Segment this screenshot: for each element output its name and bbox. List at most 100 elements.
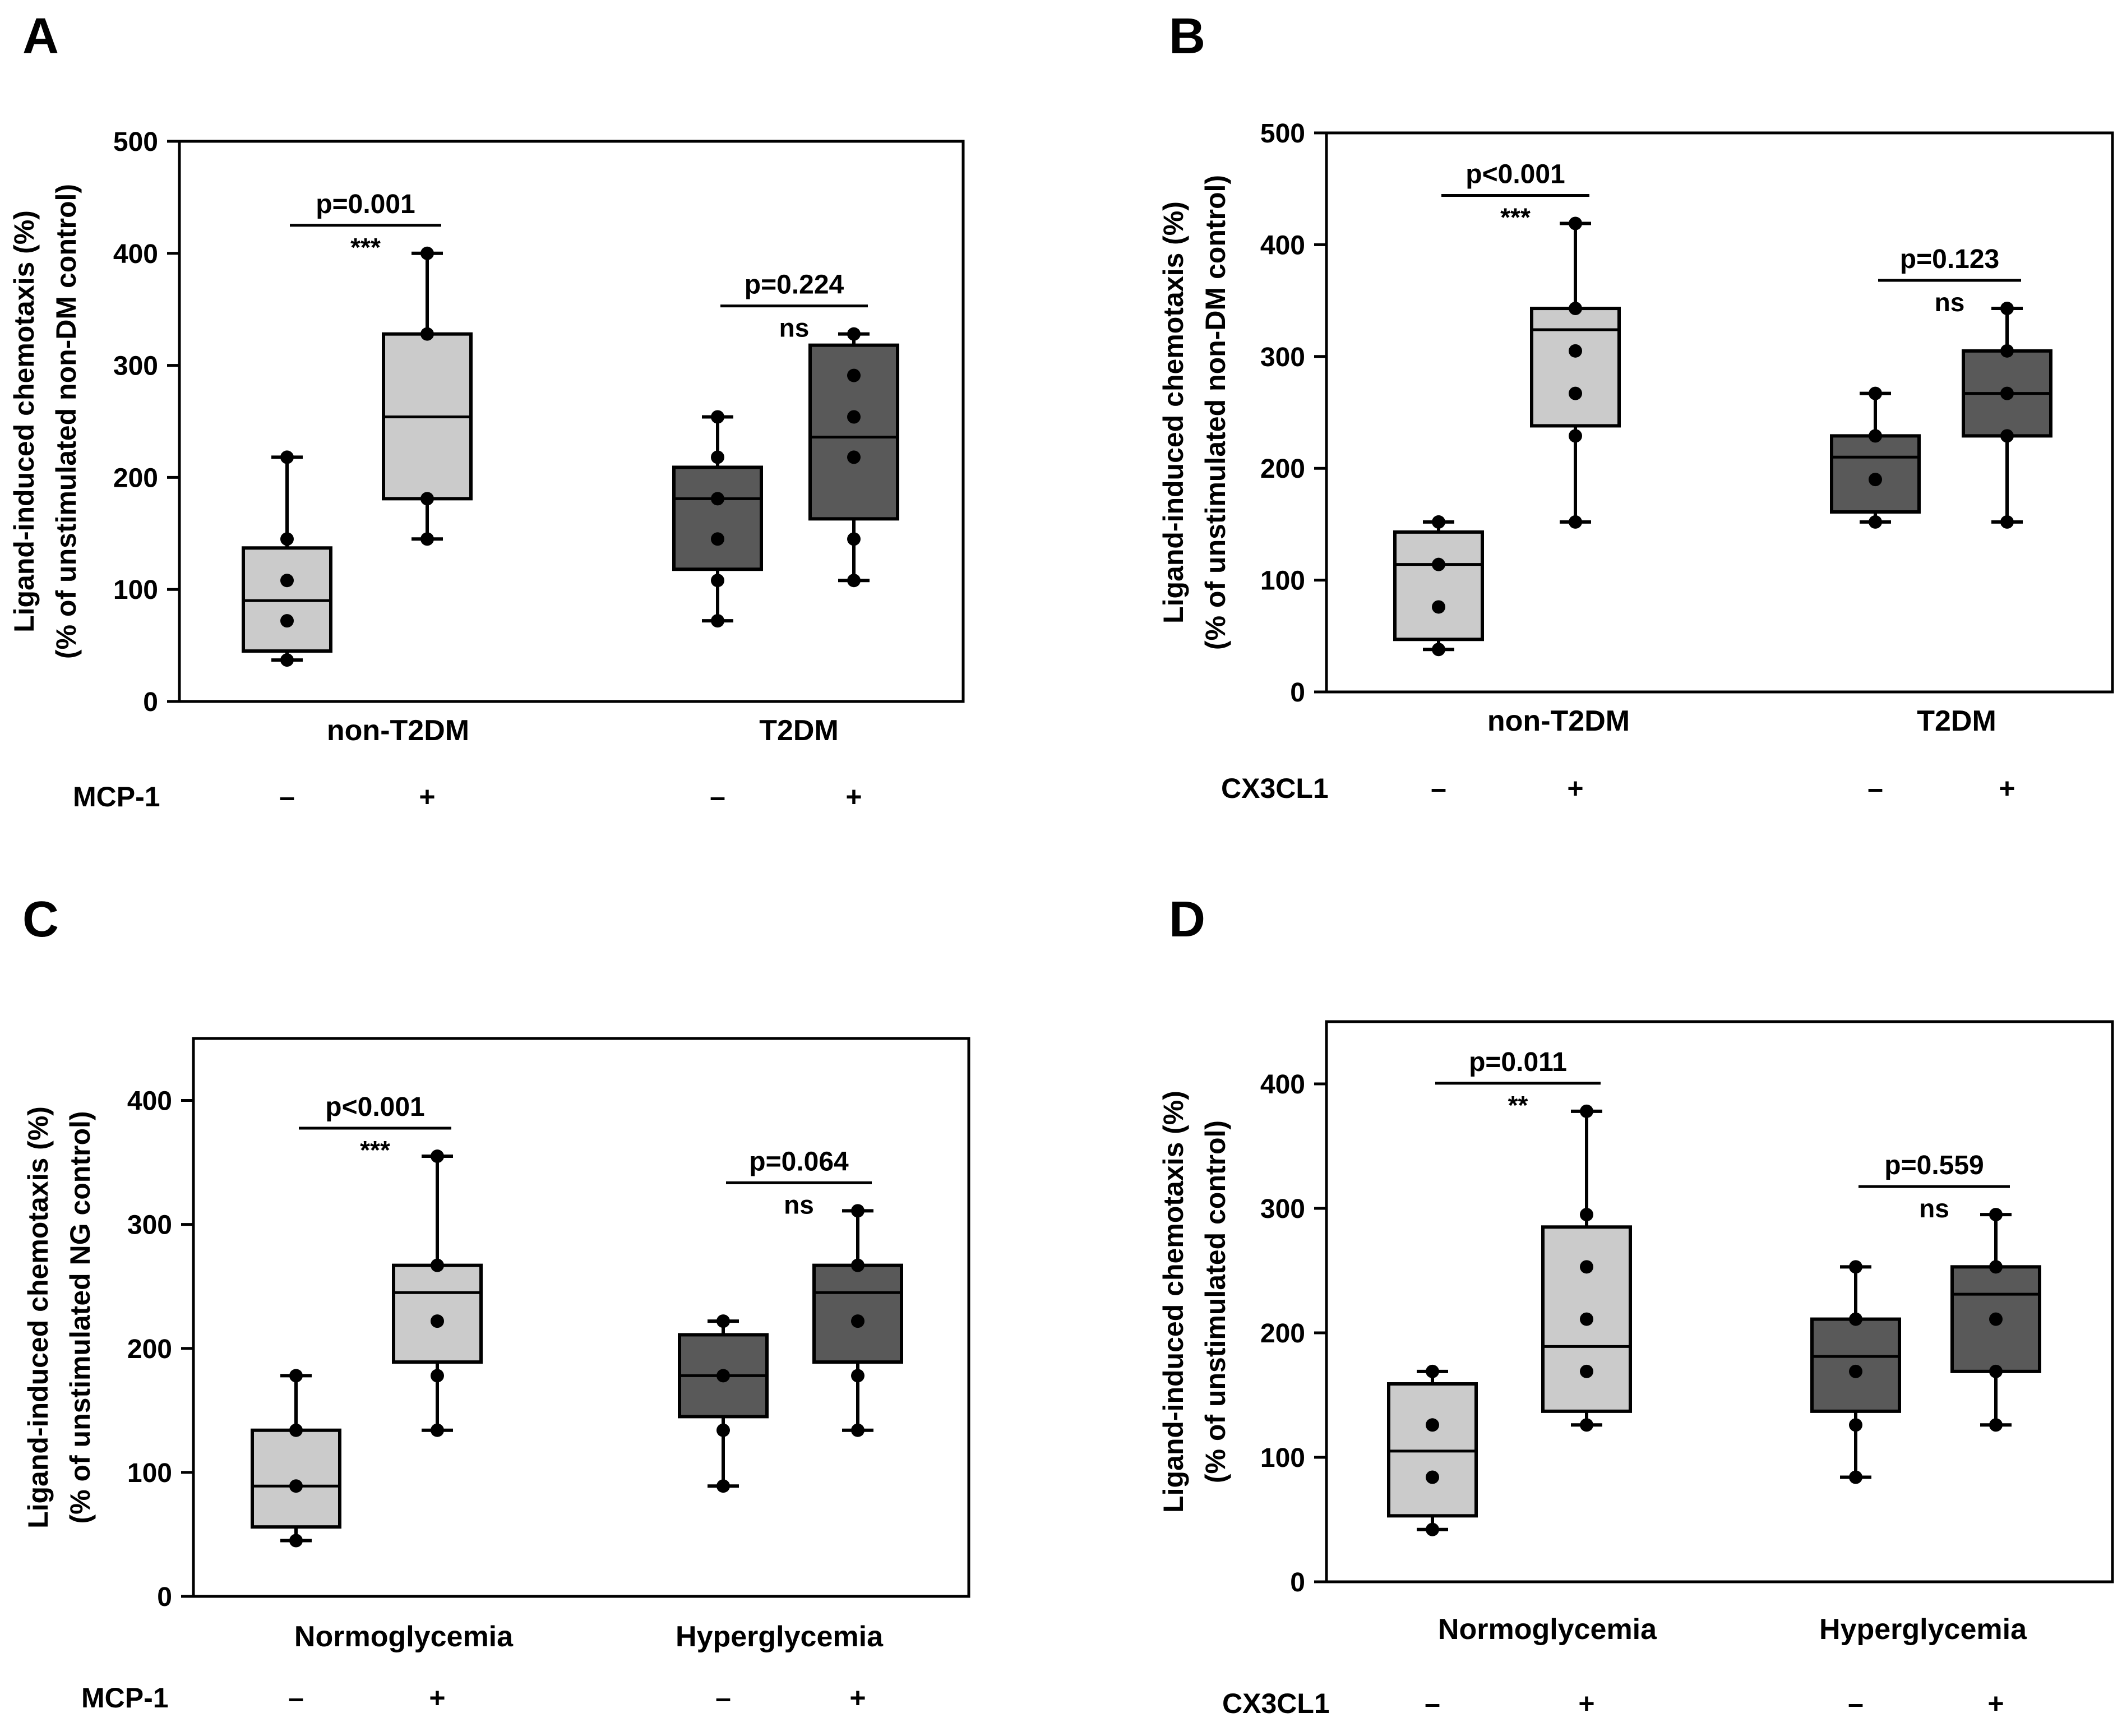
data-point [1580, 1260, 1593, 1274]
y-axis-title-line2: (% of unstimulated non-DM control) [50, 184, 82, 659]
box-hyperglycemia-plus [1950, 1208, 2041, 1432]
y-tick-label: 0 [143, 687, 158, 717]
significance-stars: *** [350, 233, 381, 262]
data-point [1989, 1208, 2003, 1222]
y-tick-label: 200 [1260, 454, 1305, 484]
p-value-label: p=0.001 [316, 190, 415, 219]
data-point [1580, 1104, 1593, 1118]
treatment-plus-sign: + [419, 781, 435, 812]
data-point [851, 1423, 864, 1437]
p-value-label: p<0.001 [1465, 160, 1565, 190]
data-point [420, 246, 434, 260]
data-point [847, 368, 861, 382]
box-hyperglycemia-plus [812, 1204, 903, 1437]
data-point [851, 1204, 864, 1218]
data-point [1580, 1312, 1593, 1326]
group-label: non-T2DM [327, 714, 469, 747]
box-t2dm-plus [808, 327, 899, 588]
y-tick-label: 300 [1260, 343, 1305, 372]
data-point [711, 532, 724, 546]
box-normoglycemia-plus [1541, 1104, 1632, 1432]
treatment-minus-sign: – [710, 781, 725, 812]
data-point [1432, 515, 1445, 529]
treatment-plus-sign: + [1999, 773, 2015, 804]
data-point [851, 1258, 864, 1272]
data-point [711, 492, 724, 506]
y-tick-label: 200 [1260, 1319, 1305, 1349]
treatment-label: CX3CL1 [1222, 1688, 1330, 1719]
comparison-normoglycemia: p<0.001 *** [299, 1092, 451, 1165]
data-point [1849, 1312, 1862, 1326]
data-point [280, 532, 294, 546]
p-value-label: p=0.064 [749, 1147, 849, 1176]
comparison-hyperglycemia: p=0.064 ns [726, 1147, 872, 1219]
data-point [716, 1314, 730, 1328]
box-t2dm-plus [1962, 302, 2052, 529]
y-tick-label: 0 [1290, 1568, 1305, 1598]
box-hyperglycemia-minus [678, 1314, 769, 1493]
y-tick-label: 500 [1260, 119, 1305, 149]
group-label: T2DM [1917, 705, 1996, 737]
data-point [289, 1423, 303, 1437]
panel-c: C 0 100 200 300 400 Ligand-induced chemotaxis … [22, 892, 970, 1714]
significance-stars: ns [1919, 1194, 1949, 1223]
data-point [1849, 1260, 1862, 1274]
data-point [711, 574, 724, 588]
data-point [1869, 515, 1882, 529]
data-point [1869, 429, 1882, 443]
data-point [716, 1479, 730, 1493]
data-point [2000, 515, 2014, 529]
significance-stars: *** [1500, 203, 1531, 232]
data-point [1580, 1364, 1593, 1378]
treatment-label: MCP-1 [81, 1682, 169, 1714]
p-value-label: p=0.011 [1469, 1047, 1567, 1077]
data-point [2000, 429, 2014, 443]
y-tick-label: 100 [113, 575, 158, 605]
treatment-plus-sign: + [849, 1682, 866, 1714]
treatment-minus-sign: – [288, 1682, 304, 1714]
data-point [1569, 344, 1582, 358]
data-point [280, 450, 294, 464]
data-point [847, 574, 861, 588]
plot-frame [1325, 1020, 2114, 1583]
data-point [1432, 557, 1445, 571]
box-non-t2dm-plus [1530, 216, 1621, 529]
comparison-non-t2dm: p<0.001 *** [1441, 160, 1589, 232]
box-t2dm-minus [672, 410, 763, 628]
significance-stars: ns [784, 1190, 814, 1219]
panel-letter: B [1169, 8, 1205, 64]
p-value-label: p=0.559 [1884, 1151, 1984, 1180]
data-point [420, 327, 434, 341]
treatment-minus-sign: – [1431, 773, 1446, 804]
p-value-label: p<0.001 [325, 1092, 424, 1122]
y-tick-label: 400 [127, 1087, 172, 1116]
panel-a: A 0 100 200 300 400 500 Ligand-induced chemotax… [8, 8, 965, 812]
data-point [1569, 216, 1582, 230]
y-tick-label: 0 [1290, 678, 1305, 708]
p-value-label: p=0.224 [745, 270, 844, 300]
box-normoglycemia-minus [1387, 1364, 1478, 1536]
y-tick-label: 300 [113, 352, 158, 381]
box-body [1393, 530, 1484, 641]
y-tick-label: 400 [113, 239, 158, 269]
comparison-t2dm: p=0.123 ns [1878, 244, 2021, 317]
data-point [280, 653, 294, 667]
data-point [1849, 1470, 1862, 1484]
treatment-plus-sign: + [429, 1682, 445, 1714]
panel-letter: A [22, 8, 59, 64]
data-point [431, 1369, 444, 1383]
significance-stars: ** [1508, 1091, 1528, 1120]
treatment-label: MCP-1 [73, 781, 160, 812]
data-point [1989, 1364, 2003, 1378]
box-normoglycemia-minus [251, 1369, 341, 1548]
data-point [847, 450, 861, 464]
data-point [847, 532, 861, 546]
treatment-minus-sign: – [1848, 1688, 1864, 1719]
y-tick-label: 300 [127, 1211, 172, 1240]
data-point [2000, 386, 2014, 400]
group-label: Hyperglycemia [1819, 1613, 2027, 1646]
y-axis-title-line1: Ligand-induced chemotaxis (%) [22, 1106, 54, 1529]
box-body [672, 465, 763, 571]
y-axis-title-line1: Ligand-induced chemotaxis (%) [8, 210, 40, 632]
comparison-hyperglycemia: p=0.559 ns [1859, 1151, 2010, 1223]
